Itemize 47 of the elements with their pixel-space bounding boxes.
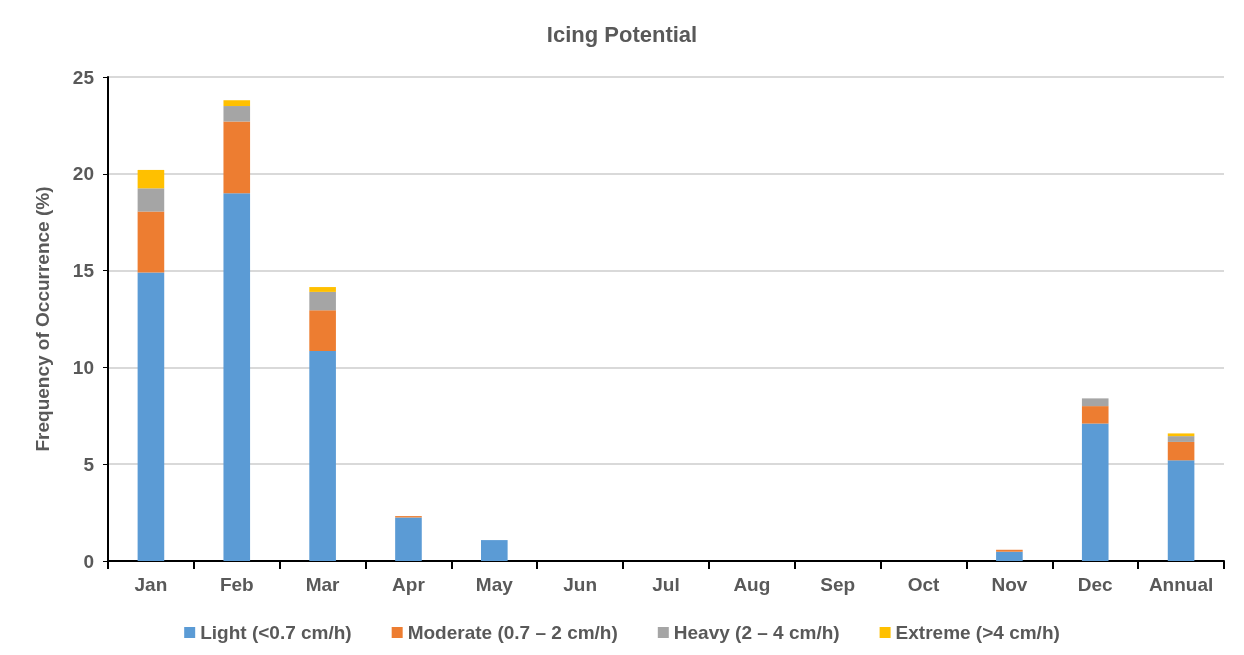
x-tick-label: Oct	[907, 574, 941, 595]
x-tick-label: Mar	[305, 574, 341, 595]
bar	[137, 272, 165, 561]
bar	[1167, 441, 1195, 461]
x-tick-label: Jan	[134, 574, 168, 595]
bar	[223, 121, 251, 194]
bar	[481, 540, 508, 561]
x-tick-label: Dec	[1077, 574, 1114, 595]
legend-label: Extreme (>4 cm/h)	[895, 622, 1060, 643]
y-tick-label: 25	[72, 66, 95, 88]
y-tick-label: 10	[72, 356, 94, 378]
bar	[309, 350, 336, 561]
legend-label: Heavy (2 – 4 cm/h)	[673, 622, 840, 643]
x-tick-label: Apr	[392, 574, 426, 595]
x-tick-label: Jun	[563, 574, 598, 595]
bar	[996, 551, 1023, 561]
x-tick-label: Aug	[733, 574, 771, 595]
bar	[1167, 433, 1195, 437]
bar	[309, 310, 336, 351]
y-tick-label: 15	[72, 260, 95, 282]
chart-title: Icing Potential	[546, 21, 698, 47]
legend-label: Light (<0.7 cm/h)	[200, 622, 352, 643]
y-tick-label: 5	[83, 453, 95, 475]
y-axis-title: Frequency of Occurrence (%)	[32, 186, 53, 452]
y-tick-label: 20	[72, 163, 94, 185]
bar	[223, 106, 251, 122]
x-tick-label: Sep	[820, 574, 856, 595]
x-tick-label: May	[475, 574, 514, 595]
bar	[309, 291, 336, 311]
bar	[309, 287, 336, 292]
x-tick-label: Annual	[1148, 574, 1214, 595]
bar	[137, 169, 165, 189]
bar	[137, 188, 165, 212]
bar	[395, 517, 422, 561]
bar	[1081, 398, 1109, 407]
bar	[137, 211, 165, 273]
bar	[1167, 436, 1195, 442]
bar	[1167, 460, 1195, 561]
bar	[223, 100, 251, 107]
bar	[223, 193, 251, 561]
bar	[1081, 406, 1109, 424]
legend-label: Moderate (0.7 – 2 cm/h)	[407, 622, 618, 643]
x-tick-label: Nov	[991, 574, 1028, 595]
y-tick-label: 0	[83, 550, 94, 572]
x-tick-label: Jul	[652, 574, 680, 595]
x-tick-label: Feb	[219, 574, 254, 595]
bar	[1081, 423, 1109, 561]
